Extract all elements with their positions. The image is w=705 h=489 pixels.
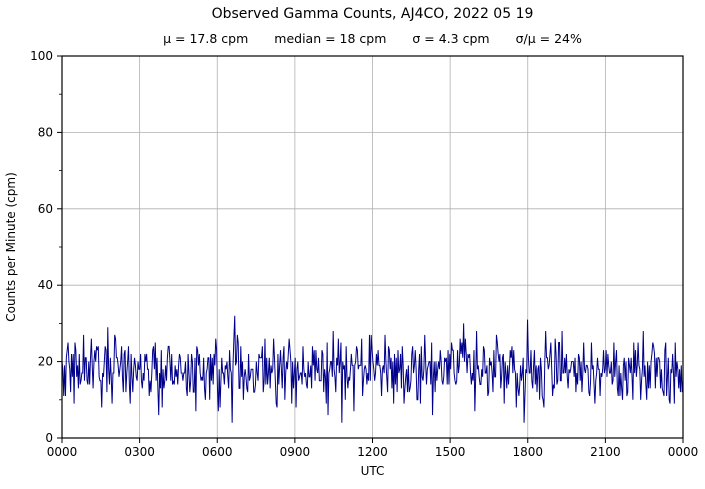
gridlines xyxy=(62,56,683,438)
stat-mu: μ = 17.8 cpm xyxy=(163,31,249,46)
tick-labels: 0000 0300 0600 0900 1200 1500 1800 2100 00000204… xyxy=(30,49,698,459)
x-tick-label: 1800 xyxy=(512,445,543,459)
stat-median: median = 18 cpm xyxy=(274,31,387,46)
chart-title: Observed Gamma Counts, AJ4CO, 2022 05 19 xyxy=(211,6,534,22)
ticks xyxy=(57,55,684,443)
x-axis-label: UTC xyxy=(361,464,385,478)
x-tick-label: 0900 xyxy=(280,445,311,459)
y-tick-label: 60 xyxy=(38,202,53,216)
stat-sigma-over-mu: σ/μ = 24% xyxy=(515,31,582,46)
x-tick-label: 1200 xyxy=(357,445,388,459)
stat-sigma: σ = 4.3 cpm xyxy=(412,31,490,46)
x-tick-label: 0000 xyxy=(47,445,78,459)
x-tick-label: 0600 xyxy=(202,445,233,459)
y-tick-label: 0 xyxy=(45,431,53,445)
y-tick-label: 100 xyxy=(30,49,53,63)
y-tick-label: 40 xyxy=(38,278,53,292)
y-tick-label: 80 xyxy=(38,125,53,139)
chart-stats-row: μ = 17.8 cpm median = 18 cpm σ = 4.3 cpm… xyxy=(62,31,683,46)
x-tick-label: 0300 xyxy=(124,445,155,459)
x-tick-label: 2100 xyxy=(590,445,621,459)
data-line xyxy=(61,315,684,423)
y-tick-label: 20 xyxy=(38,355,53,369)
y-axis-label: Counts per Minute (cpm) xyxy=(4,172,18,322)
x-tick-label: 0000 xyxy=(668,445,699,459)
x-tick-label: 1500 xyxy=(435,445,466,459)
